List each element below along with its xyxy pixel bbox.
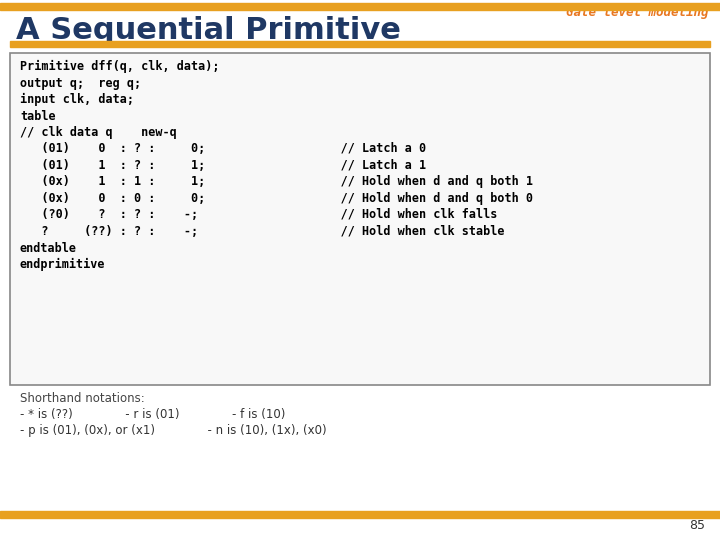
- Text: Primitive dff(q, clk, data);: Primitive dff(q, clk, data);: [20, 60, 220, 73]
- Text: input clk, data;: input clk, data;: [20, 93, 134, 106]
- Bar: [10, 41, 710, 47]
- Text: A Sequential Primitive: A Sequential Primitive: [16, 16, 401, 45]
- Text: endprimitive: endprimitive: [20, 258, 106, 271]
- Text: Shorthand notations:: Shorthand notations:: [20, 392, 145, 405]
- Text: (0x)    0  : 0 :     0;                   // Hold when d and q both 0: (0x) 0 : 0 : 0; // Hold when d and q bot…: [20, 192, 533, 205]
- Text: (01)    1  : ? :     1;                   // Latch a 1: (01) 1 : ? : 1; // Latch a 1: [20, 159, 426, 172]
- Text: output q;  reg q;: output q; reg q;: [20, 77, 141, 90]
- Bar: [0, 511, 720, 518]
- Text: Gate level modeling: Gate level modeling: [565, 6, 708, 19]
- Text: // clk data q    new-q: // clk data q new-q: [20, 126, 176, 139]
- Text: endtable: endtable: [20, 241, 77, 254]
- Text: - * is (??)              - r is (01)              - f is (10): - * is (??) - r is (01) - f is (10): [20, 408, 285, 421]
- Text: 85: 85: [689, 519, 705, 532]
- Text: - p is (01), (0x), or (x1)              - n is (10), (1x), (x0): - p is (01), (0x), or (x1) - n is (10), …: [20, 424, 327, 437]
- Text: (01)    0  : ? :     0;                   // Latch a 0: (01) 0 : ? : 0; // Latch a 0: [20, 143, 426, 156]
- Bar: [0, 3, 720, 10]
- Text: ?     (??) : ? :    -;                    // Hold when clk stable: ? (??) : ? : -; // Hold when clk stable: [20, 225, 505, 238]
- Text: (0x)    1  : 1 :     1;                   // Hold when d and q both 1: (0x) 1 : 1 : 1; // Hold when d and q bot…: [20, 176, 533, 188]
- Text: table: table: [20, 110, 55, 123]
- FancyBboxPatch shape: [10, 53, 710, 385]
- Text: (?0)    ?  : ? :    -;                    // Hold when clk falls: (?0) ? : ? : -; // Hold when clk falls: [20, 208, 498, 221]
